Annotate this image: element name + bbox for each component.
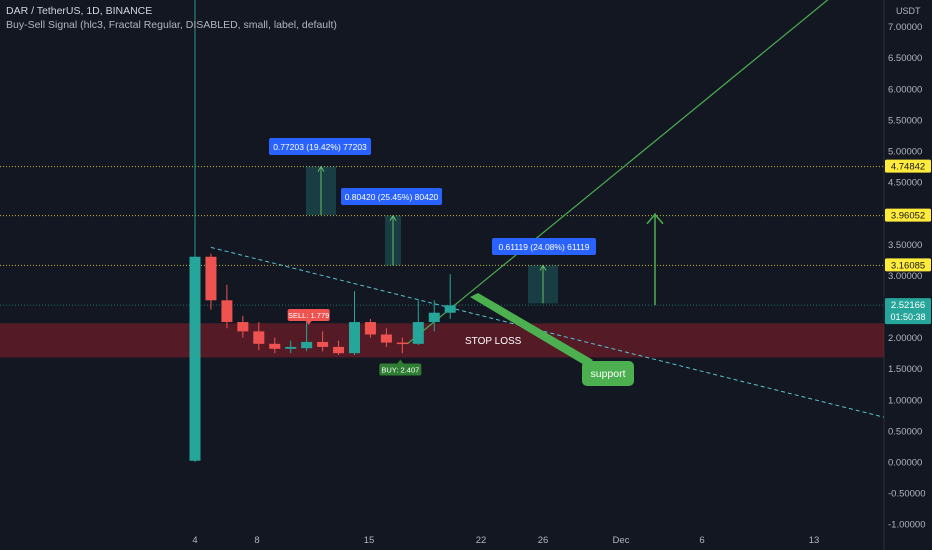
- candle-body[interactable]: [205, 256, 217, 301]
- sell-signal-pointer: [305, 321, 312, 326]
- candle-body[interactable]: [189, 256, 201, 461]
- time-axis-label: 13: [809, 535, 820, 546]
- support-callout-text: support: [590, 368, 625, 380]
- measure-label-text: 0.77203 (19.42%) 77203: [273, 142, 367, 152]
- price-axis-tick: 2.00000: [888, 333, 922, 344]
- time-axis-label: Dec: [613, 535, 630, 546]
- price-axis-tick: 6.50000: [888, 53, 922, 64]
- time-axis-label: 26: [538, 535, 549, 546]
- price-tag-target-3[interactable]: [885, 159, 931, 173]
- symbol-title[interactable]: DAR / TetherUS, 1D, BINANCE: [6, 5, 153, 17]
- stop-loss-label: STOP LOSS: [465, 336, 522, 347]
- indicator-legend[interactable]: Buy-Sell Signal (hlc3, Fractal Regular, …: [6, 19, 337, 31]
- price-axis-tick: 0.00000: [888, 458, 922, 469]
- candle-body[interactable]: [285, 346, 297, 349]
- price-tag-value: 2.52166: [891, 300, 925, 311]
- buy-signal-text: BUY: 2.407: [381, 366, 419, 375]
- support-callout-pointer: [470, 293, 593, 366]
- price-axis-tick: 7.00000: [888, 22, 922, 33]
- candle-body[interactable]: [237, 322, 249, 332]
- price-axis-currency[interactable]: USDT: [896, 6, 921, 16]
- measure-label-text: 0.61119 (24.08%) 61119: [498, 242, 589, 252]
- measure-label-box[interactable]: [492, 238, 596, 255]
- sell-signal-text: SELL: 1.779: [288, 311, 329, 320]
- buy-signal-box[interactable]: [379, 363, 422, 376]
- time-axis-label: 8: [254, 535, 259, 546]
- projection-arrow-head[interactable]: [646, 213, 664, 225]
- price-axis-tick: 1.00000: [888, 395, 922, 406]
- buy-signal-pointer: [397, 359, 404, 364]
- candle-body[interactable]: [221, 300, 233, 323]
- price-tag-value: 4.74842: [891, 162, 925, 173]
- price-axis-tick: 3.00000: [888, 271, 922, 282]
- price-tag-countdown: 01:50:38: [890, 312, 925, 322]
- measure-label-box[interactable]: [341, 188, 442, 205]
- price-tag-value: 3.16085: [891, 260, 925, 271]
- time-axis-label: 22: [476, 535, 487, 546]
- price-axis-tick: -0.50000: [888, 489, 926, 500]
- descending-trendline[interactable]: [210, 246, 885, 418]
- ascending-trendline[interactable]: [406, 0, 830, 345]
- time-axis-label: 6: [699, 535, 704, 546]
- measure-box-arrow-head: [539, 264, 547, 271]
- price-tag-target-2[interactable]: [885, 208, 931, 222]
- candle-body[interactable]: [380, 334, 392, 343]
- price-axis-tick: 4.50000: [888, 178, 922, 189]
- candle-body[interactable]: [253, 331, 265, 344]
- price-axis-tick: -1.00000: [888, 520, 926, 531]
- price-axis-tick: 1.50000: [888, 364, 922, 375]
- measure-label-box[interactable]: [269, 138, 371, 155]
- candle-body[interactable]: [444, 305, 456, 313]
- time-axis-label: 4: [192, 535, 197, 546]
- price-axis-tick: 0.50000: [888, 426, 922, 437]
- candle-body[interactable]: [301, 341, 313, 349]
- candle-body[interactable]: [349, 322, 360, 354]
- measure-label-text: 0.80420 (25.45%) 80420: [345, 192, 439, 202]
- candle-body[interactable]: [412, 322, 424, 344]
- candle-body[interactable]: [317, 341, 329, 347]
- price-tag-current[interactable]: [885, 298, 931, 325]
- sell-signal-box[interactable]: [287, 309, 330, 322]
- measure-box-arrow-head: [317, 165, 325, 172]
- candle-body[interactable]: [333, 346, 345, 354]
- candle-body[interactable]: [269, 343, 281, 349]
- price-axis-tick: 5.50000: [888, 115, 922, 126]
- candle-body[interactable]: [364, 322, 376, 335]
- candle-body[interactable]: [396, 342, 408, 345]
- support-callout-box[interactable]: [582, 361, 634, 386]
- time-axis-label: 15: [364, 535, 375, 546]
- candle-body[interactable]: [428, 312, 440, 323]
- stop-loss-zone[interactable]: [0, 323, 884, 358]
- price-axis-tick: 3.50000: [888, 240, 922, 251]
- price-axis-tick: 5.00000: [888, 147, 922, 158]
- price-axis-tick: 6.00000: [888, 84, 922, 95]
- price-tag-target-1[interactable]: [885, 258, 931, 272]
- measure-box-arrow-head: [389, 214, 397, 221]
- price-tag-value: 3.96052: [891, 211, 925, 222]
